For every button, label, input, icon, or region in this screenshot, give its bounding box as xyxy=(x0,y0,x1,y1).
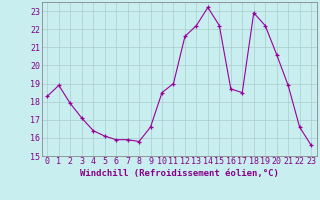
X-axis label: Windchill (Refroidissement éolien,°C): Windchill (Refroidissement éolien,°C) xyxy=(80,169,279,178)
